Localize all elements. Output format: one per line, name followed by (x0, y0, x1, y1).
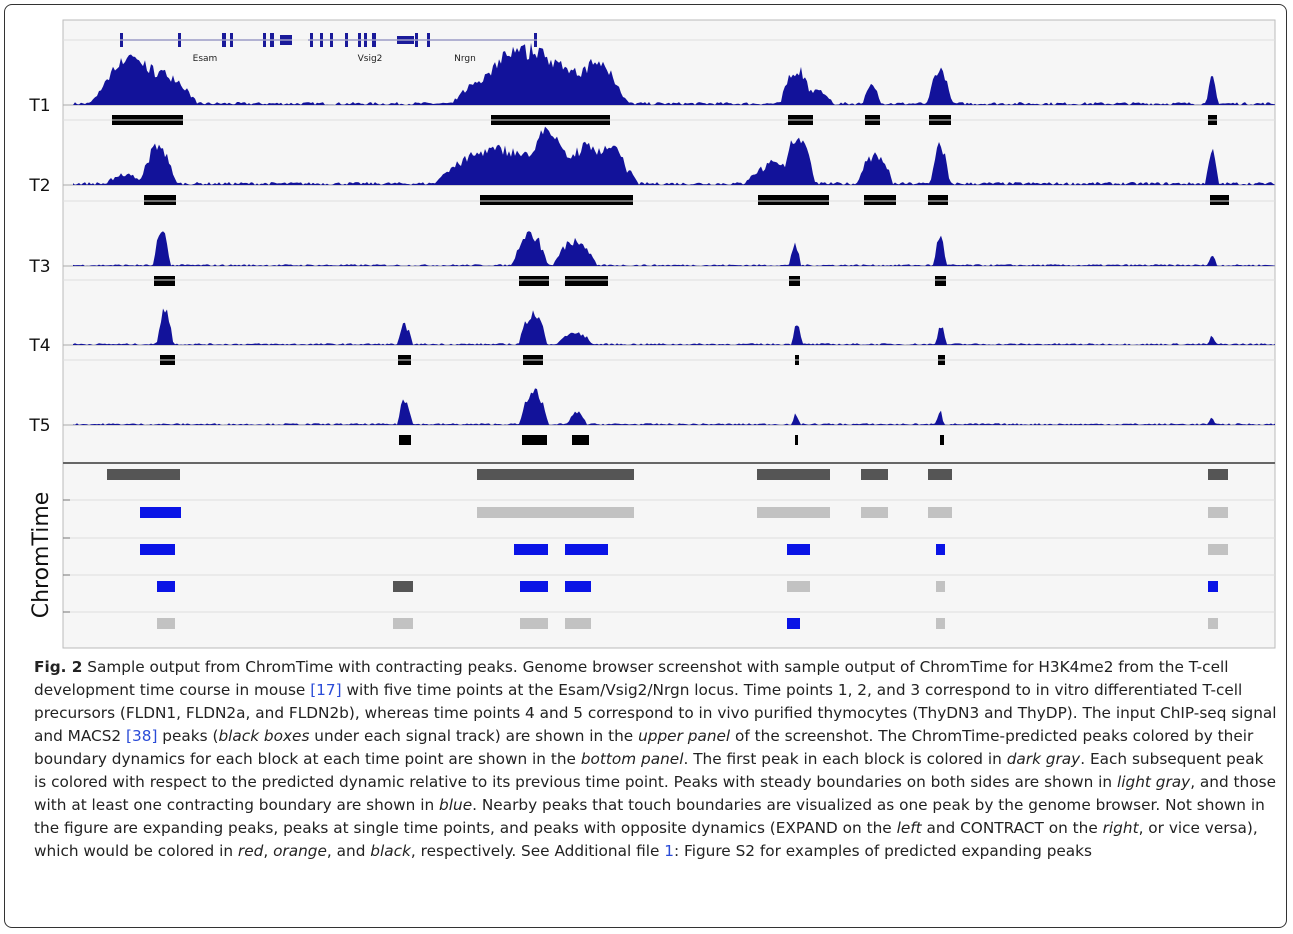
caption-italic: right (1102, 819, 1139, 837)
chromtime-peak (928, 469, 952, 480)
caption-italic: upper panel (638, 727, 731, 745)
caption-normal: : Figure S2 for examples of predicted ex… (674, 842, 1093, 860)
macs2-peak (522, 435, 547, 445)
macs2-peak (144, 195, 176, 205)
caption-link[interactable]: [17] (310, 681, 342, 699)
chromtime-peak (520, 581, 548, 592)
caption-normal: Sample output from ChromTime with contra… (34, 658, 1229, 699)
chromtime-peak (477, 469, 634, 480)
track-label: T1 (28, 96, 50, 116)
chromtime-peak (107, 469, 180, 480)
caption-italic: black (370, 842, 411, 860)
signal-track (73, 42, 1275, 105)
caption-italic: black boxes (218, 727, 310, 745)
chromtime-peak (757, 469, 830, 480)
caption-normal: of the screenshot. The ChromTime-predict… (34, 727, 1254, 768)
chromtime-peak (928, 507, 952, 518)
caption-italic: orange (273, 842, 327, 860)
chromtime-peak (157, 581, 175, 592)
chromtime-peak (477, 507, 634, 518)
macs2-peak (789, 276, 800, 286)
macs2-peak (565, 276, 608, 286)
chromtime-peak (1208, 469, 1228, 480)
track-label: T3 (28, 257, 50, 277)
caption-bold: Fig. 2 (34, 658, 83, 676)
chromtime-peak (1208, 544, 1228, 555)
chromtime-peak (565, 618, 591, 629)
caption-italic: light gray (1116, 773, 1191, 791)
caption-italic: dark gray (1006, 750, 1081, 768)
chromtime-peak (1208, 581, 1218, 592)
chromtime-peak (520, 618, 548, 629)
caption-normal: . Each subsequent peak is colored with r… (34, 750, 1264, 791)
track-label: T5 (28, 416, 50, 436)
caption-normal: with five time points at the Esam/Vsig2/… (34, 681, 1277, 745)
chromtime-peak (787, 618, 800, 629)
caption-normal: , (263, 842, 274, 860)
figure-frame (4, 4, 1287, 928)
macs2-peak (758, 195, 829, 205)
chromtime-peak (140, 544, 175, 555)
chromtime-peak (787, 544, 810, 555)
chromtime-peak (936, 618, 945, 629)
caption-normal: peaks ( (157, 727, 219, 745)
track-label: T2 (28, 176, 50, 196)
track-label: T4 (28, 336, 50, 356)
caption-italic: red (237, 842, 264, 860)
caption-normal: under each signal track) are shown in th… (309, 727, 639, 745)
caption-normal: and CONTRACT on the (921, 819, 1103, 837)
caption-italic: bottom panel (580, 750, 684, 768)
chromtime-peak (787, 581, 810, 592)
chromtime-peak (393, 618, 413, 629)
macs2-peak (480, 195, 633, 205)
caption-normal: , or vice versa), which would be colored… (34, 819, 1258, 860)
macs2-peak (519, 276, 549, 286)
panel-label: ChromTime (29, 492, 54, 619)
macs2-peak (572, 435, 589, 445)
macs2-peak (154, 276, 175, 286)
chromtime-peak (565, 581, 591, 592)
macs2-peak (928, 195, 948, 205)
macs2-peak (399, 435, 411, 445)
caption-normal: , respectively. See Additional file (410, 842, 665, 860)
macs2-peak (864, 195, 896, 205)
caption-normal: , and those with at least one contractin… (34, 773, 1276, 814)
macs2-peak (940, 435, 944, 445)
macs2-peak (1210, 195, 1229, 205)
chromtime-peak (757, 507, 830, 518)
browser-panel (62, 19, 1276, 649)
caption-link[interactable]: [38] (126, 727, 158, 745)
caption-italic: blue (439, 796, 473, 814)
chromtime-peak (514, 544, 548, 555)
chromtime-peak (140, 507, 181, 518)
caption-normal: . The first peak in each block is colore… (683, 750, 1007, 768)
chromtime-peak (936, 581, 945, 592)
macs2-peak (935, 276, 946, 286)
caption: Fig. 2 Sample output from ChromTime with… (34, 656, 1279, 863)
chromtime-peak (936, 544, 945, 555)
chromtime-peak (1208, 618, 1218, 629)
browser-screenshot: Esam Vsig2 Nrgn T1 T2 T3 T4 T5 ChromTime (28, 19, 1276, 649)
caption-normal: . Nearby peaks that touch boundaries are… (34, 796, 1265, 837)
chromtime-peak (861, 507, 888, 518)
gene-label: Vsig2 (358, 54, 383, 64)
gene-label: Nrgn (454, 54, 476, 64)
chromtime-peak (393, 581, 413, 592)
chromtime-peak (565, 544, 608, 555)
macs2-peak (795, 435, 798, 445)
gene-label: Esam (193, 54, 218, 64)
caption-link[interactable]: 1 (664, 842, 674, 860)
chromtime-peak (1208, 507, 1228, 518)
chromtime-peak (157, 618, 175, 629)
caption-normal: , and (326, 842, 371, 860)
caption-italic: left (896, 819, 922, 837)
chromtime-peak (861, 469, 888, 480)
